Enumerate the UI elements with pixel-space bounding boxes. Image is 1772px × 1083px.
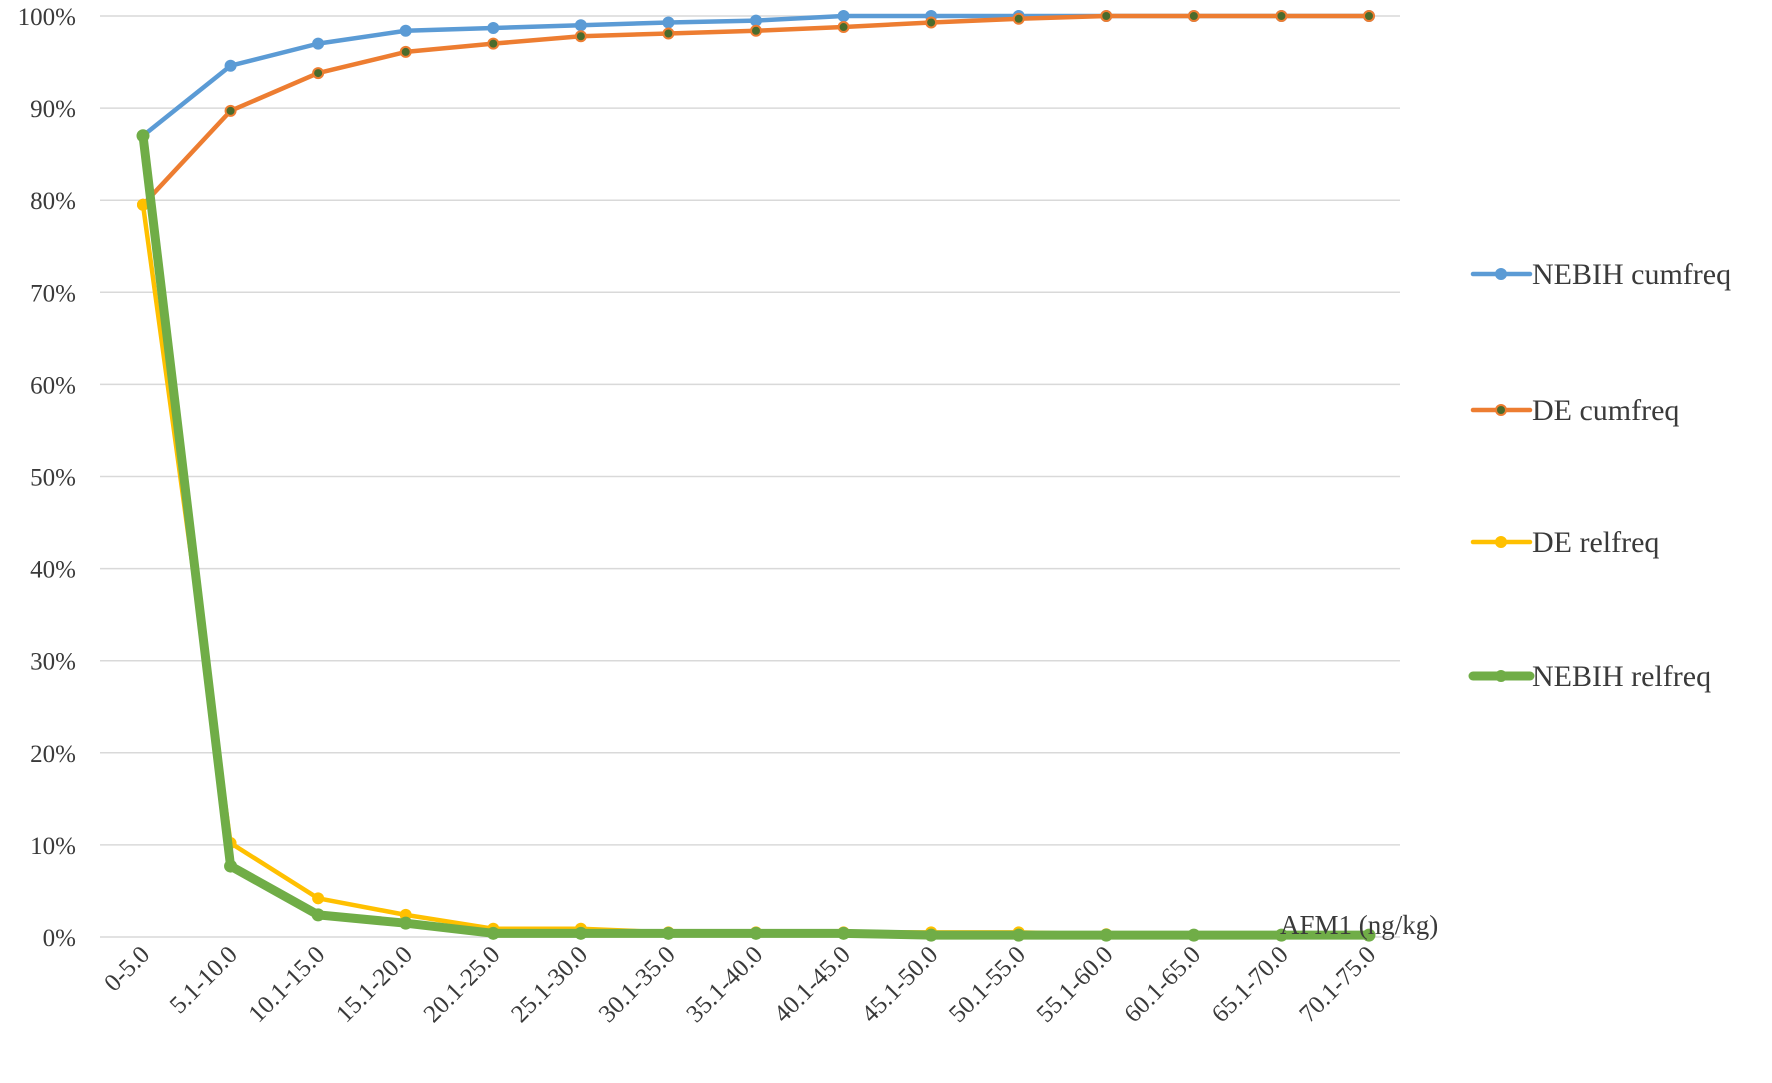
x-tick-label: 45.1-50.0: [857, 941, 944, 1028]
legend-item: NEBIH cumfreq: [1470, 258, 1731, 291]
legend: NEBIH cumfreq DE cumfreq DE relfreq NEBIH r…: [1468, 258, 1731, 693]
x-tick-label: 50.1-55.0: [944, 941, 1031, 1028]
data-point: [837, 21, 850, 34]
data-point: [749, 926, 763, 940]
legend-label: NEBIH cumfreq: [1532, 258, 1731, 291]
x-axis-ticks: 0-5.0 5.1-10.0 10.1-15.0 15.1-20.0 20.1-25.0…: [99, 941, 1381, 1028]
y-tick-label: 80%: [30, 188, 76, 215]
y-tick-label: 60%: [30, 372, 76, 399]
data-point: [312, 37, 325, 50]
legend-label: DE relfreq: [1532, 526, 1659, 559]
data-point: [1362, 10, 1375, 22]
data-point: [1362, 928, 1376, 942]
y-tick-label: 0%: [43, 925, 76, 952]
legend-marker: [1495, 670, 1507, 682]
data-point: [487, 37, 500, 50]
data-point: [661, 926, 675, 940]
y-tick-label: 10%: [30, 833, 76, 860]
legend-marker: [1495, 268, 1507, 280]
x-tick-label: 20.1-25.0: [419, 941, 506, 1028]
x-tick-label: 55.1-60.0: [1032, 941, 1119, 1028]
legend-item: NEBIH relfreq: [1468, 660, 1711, 693]
x-tick-label: 65.1-70.0: [1207, 941, 1294, 1028]
y-tick-label: 100%: [18, 4, 76, 31]
x-tick-label: 25.1-30.0: [506, 941, 593, 1028]
data-point: [574, 30, 587, 43]
series-line: [140, 202, 1372, 938]
data-point: [924, 928, 938, 942]
data-point: [1187, 10, 1200, 22]
data-point: [837, 926, 851, 940]
data-point: [136, 129, 150, 143]
legend-marker: [1495, 404, 1507, 416]
data-point: [749, 14, 762, 27]
y-tick-label: 70%: [30, 280, 76, 307]
x-tick-label: 5.1-10.0: [165, 941, 243, 1019]
x-tick-label: 70.1-75.0: [1294, 941, 1381, 1028]
x-tick-label: 40.1-45.0: [769, 941, 856, 1028]
data-point: [1100, 10, 1113, 22]
x-tick-label: 15.1-20.0: [331, 941, 418, 1028]
data-point: [487, 21, 500, 34]
x-tick-label: 60.1-65.0: [1119, 941, 1206, 1028]
data-point: [1187, 928, 1201, 942]
x-tick-label: 10.1-15.0: [244, 941, 331, 1028]
y-tick-label: 20%: [30, 741, 76, 768]
data-point: [311, 908, 325, 922]
x-axis-label: AFM1 (ng/kg): [1280, 910, 1438, 940]
legend-label: NEBIH relfreq: [1532, 660, 1711, 693]
gridlines: [100, 15, 1400, 938]
series-de-relfreq: [137, 198, 1375, 942]
data-point: [1274, 928, 1288, 942]
x-tick-label: 0-5.0: [99, 941, 155, 997]
data-point: [312, 67, 325, 80]
legend-marker: [1495, 536, 1507, 548]
data-point: [486, 926, 500, 940]
data-point: [574, 19, 587, 32]
y-axis-ticks: 0% 10% 20% 30% 40% 50% 60% 70% 80% 90% 100%: [18, 4, 76, 952]
x-tick-label: 35.1-40.0: [681, 941, 768, 1028]
data-point: [837, 10, 850, 22]
y-tick-label: 40%: [30, 557, 76, 584]
data-point: [574, 926, 588, 940]
data-point: [662, 16, 675, 29]
data-point: [224, 859, 238, 873]
y-tick-label: 90%: [30, 96, 76, 123]
data-point: [749, 24, 762, 37]
data-point: [925, 16, 938, 29]
data-point: [1012, 12, 1025, 25]
data-point: [312, 892, 325, 905]
legend-item: DE cumfreq: [1470, 394, 1679, 427]
data-point: [224, 59, 237, 72]
series-nebih-relfreq: [136, 129, 1376, 942]
data-point: [1099, 928, 1113, 942]
series-line: [138, 131, 1374, 940]
x-tick-label: 30.1-35.0: [594, 941, 681, 1028]
y-tick-label: 30%: [30, 649, 76, 676]
data-point: [1012, 928, 1026, 942]
data-point: [399, 45, 412, 58]
data-point: [399, 916, 413, 930]
data-point: [224, 104, 237, 117]
legend-label: DE cumfreq: [1532, 394, 1679, 427]
data-point: [662, 27, 675, 40]
y-tick-label: 50%: [30, 465, 76, 492]
legend-item: DE relfreq: [1470, 526, 1659, 559]
series-layer: [136, 10, 1376, 942]
data-point: [1275, 10, 1288, 22]
data-point: [399, 24, 412, 37]
